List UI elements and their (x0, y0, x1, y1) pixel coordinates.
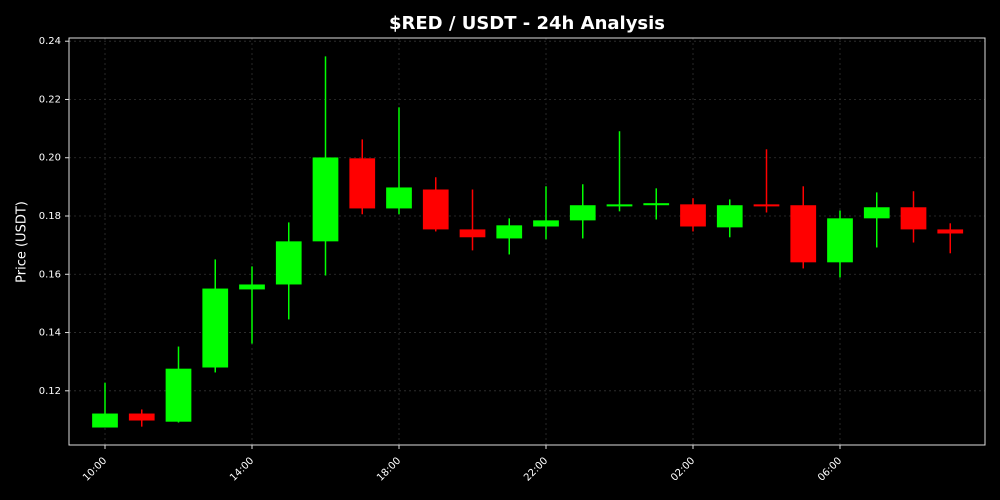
candle-body (128, 413, 155, 421)
y-tick-label: 0.14 (39, 328, 61, 339)
candle-body (349, 158, 376, 209)
candle-body (275, 241, 302, 285)
candle-body (459, 229, 486, 238)
candle-body (422, 189, 449, 230)
candle-body (753, 204, 780, 207)
y-tick-label: 0.18 (39, 211, 61, 222)
y-tick-label: 0.24 (39, 36, 61, 47)
plot-frame (68, 37, 986, 446)
candle-body (569, 205, 596, 221)
candle-body (496, 225, 523, 239)
candle-body (92, 413, 118, 428)
candle-body (900, 207, 927, 230)
y-axis-label: Price (USDT) (15, 201, 30, 283)
y-tick-label: 0.20 (39, 153, 61, 164)
candle-body (606, 204, 633, 207)
candle-body (643, 203, 670, 206)
candle-body (863, 207, 890, 219)
y-tick-label: 0.22 (39, 94, 61, 105)
candle-body (533, 220, 559, 227)
y-tick-label: 0.12 (39, 386, 61, 397)
candle-body (827, 218, 853, 263)
candle-body (937, 229, 964, 234)
candle-body (239, 284, 265, 290)
candle-body (165, 368, 192, 422)
candle-body (716, 205, 743, 228)
candle-body (680, 204, 706, 227)
y-tick-label: 0.16 (39, 269, 61, 280)
candle-body (202, 288, 229, 368)
candle-body (790, 205, 817, 263)
candle-body (312, 157, 339, 242)
candle-body (386, 187, 412, 209)
chart-title: $RED / USDT - 24h Analysis (389, 13, 665, 34)
